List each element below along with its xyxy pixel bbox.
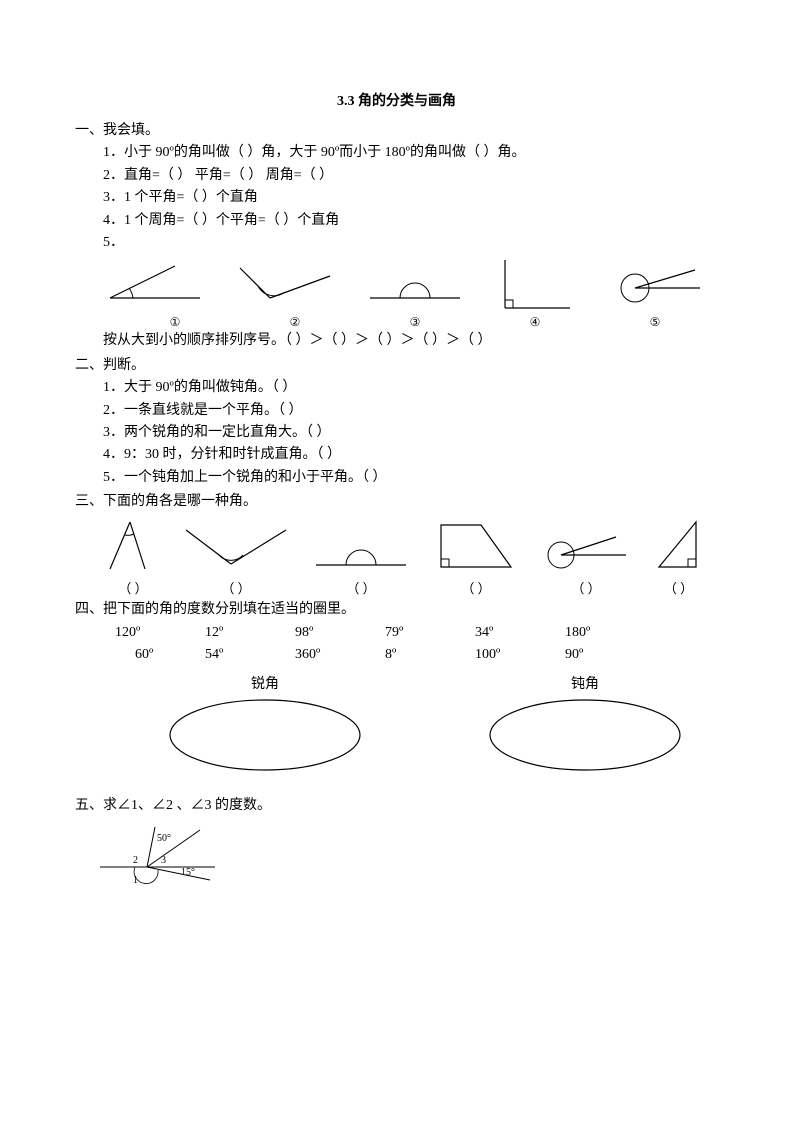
s1-q5: 5． (75, 232, 718, 254)
s3-fig-4: （ ） (431, 517, 521, 597)
s1-q1: 1．小于 90º的角叫做（ ）角，大于 90º而小于 180º的角叫做（ ）角。 (75, 142, 718, 164)
s4-r1c1: 120º (115, 622, 205, 644)
s5-figure: 50° 2 3 15° 1 (95, 825, 718, 900)
s4-grid: 120º 12º 98º 79º 34º 180º 60º 54º 360º 8… (115, 622, 718, 667)
angle-fig-2 (235, 258, 335, 313)
angle-obtuse-icon (235, 258, 335, 303)
s1-q3: 3．1 个平角=（ ）个直角 (75, 187, 718, 209)
s2-q1: 1．大于 90º的角叫做钝角。（ ） (75, 377, 718, 399)
section-4: 四、把下面的角的度数分别填在适当的圈里。 120º 12º 98º 79º 34… (75, 599, 718, 774)
label-5: ⑤ (595, 315, 715, 330)
angle-fig-3 (365, 258, 465, 313)
s2-q5: 5．一个钝角加上一个锐角的和小于平角。（ ） (75, 467, 718, 489)
angle-fig-5 (605, 258, 705, 313)
s3-fig-1: （ ） (105, 517, 161, 597)
lbl-50: 50° (157, 833, 171, 844)
s3-fig-3: （ ） (311, 527, 411, 597)
s2-q4: 4．9：30 时，分针和时针成直角。（ ） (75, 444, 718, 466)
section-5: 五、求∠1、∠2 、∠3 的度数。 50° 2 3 15° 1 (75, 795, 718, 900)
lbl-2: 2 (133, 855, 138, 866)
oval-obtuse-group: 钝角 (485, 673, 685, 775)
s3-fig-5: （ ） (541, 527, 631, 597)
lbl-3: 3 (161, 855, 166, 866)
section-3: 三、下面的角各是哪一种角。 （ ） （ ） (75, 491, 718, 597)
s4-r1c3: 98º (295, 622, 385, 644)
s3-figs-row: （ ） （ ） （ ） (105, 517, 718, 597)
s1-angles-row (105, 258, 718, 313)
angle-full-icon (605, 258, 705, 313)
s4-r2c2: 54º (205, 644, 295, 666)
s3-fig-2: （ ） (181, 522, 291, 597)
s3-blank-3: （ ） (346, 578, 375, 597)
s4-r1c2: 12º (205, 622, 295, 644)
label-2: ② (235, 315, 355, 330)
s3-blank-5: （ ） (571, 578, 600, 597)
s2-q2: 2．一条直线就是一个平角。（ ） (75, 400, 718, 422)
s5-heading: 五、求∠1、∠2 、∠3 的度数。 (75, 795, 718, 817)
label-acute: 锐角 (251, 673, 279, 693)
angle-straight-icon (365, 258, 465, 303)
label-3: ③ (355, 315, 475, 330)
oval-acute-icon (165, 695, 365, 775)
s2-q3: 3．两个锐角的和一定比直角大。（ ） (75, 422, 718, 444)
label-1: ① (115, 315, 235, 330)
angle-right-icon (495, 258, 575, 313)
angles-diagram-icon: 50° 2 3 15° 1 (95, 825, 225, 900)
s4-r1c6: 180º (565, 622, 655, 644)
s1-q2: 2．直角=（ ） 平角=（ ） 周角=（ ） (75, 165, 718, 187)
s1-labels-row: ① ② ③ ④ ⑤ (115, 315, 718, 330)
s4-r2c5: 100º (475, 644, 565, 666)
s4-r2c1: 60º (115, 644, 205, 666)
s1-heading: 一、我会填。 (75, 120, 718, 142)
s1-q4: 4．1 个周角=（ ）个平角=（ ）个直角 (75, 210, 718, 232)
s3-heading: 三、下面的角各是哪一种角。 (75, 491, 718, 513)
angle-fig-1 (105, 258, 205, 313)
page-title: 3.3 角的分类与画角 (75, 90, 718, 110)
s3-blank-4: （ ） (461, 578, 490, 597)
s4-r2c3: 360º (295, 644, 385, 666)
s4-ovals: 锐角 钝角 (165, 673, 718, 775)
s4-r2c6: 90º (565, 644, 655, 666)
s4-r1c5: 34º (475, 622, 565, 644)
right-tri-icon (651, 517, 706, 572)
oval-obtuse-icon (485, 695, 685, 775)
obtuse-down-icon (181, 522, 291, 572)
s3-fig-6: （ ） (651, 517, 706, 597)
oval-acute-group: 锐角 (165, 673, 365, 775)
angle-acute-icon (105, 258, 205, 303)
s4-heading: 四、把下面的角的度数分别填在适当的圈里。 (75, 599, 718, 621)
label-4: ④ (475, 315, 595, 330)
section-1: 一、我会填。 1．小于 90º的角叫做（ ）角，大于 90º而小于 180º的角… (75, 120, 718, 353)
label-obtuse: 钝角 (571, 673, 599, 693)
acute-narrow-icon (105, 517, 161, 572)
full-circle-icon (541, 527, 631, 572)
s3-blank-2: （ ） (221, 578, 250, 597)
s3-blank-6: （ ） (664, 578, 693, 597)
s1-q5b: 按从大到小的顺序排列序号。（ ）＞（ ）＞（ ）＞（ ）＞（ ） (75, 330, 718, 352)
s4-r2c4: 8º (385, 644, 475, 666)
lbl-1: 1 (133, 875, 138, 886)
lbl-15: 15° (181, 867, 195, 878)
straight-icon (311, 527, 411, 572)
section-2: 二、判断。 1．大于 90º的角叫做钝角。（ ） 2．一条直线就是一个平角。（ … (75, 355, 718, 489)
s3-blank-1: （ ） (118, 578, 147, 597)
s4-r1c4: 79º (385, 622, 475, 644)
worksheet-page: 3.3 角的分类与画角 一、我会填。 1．小于 90º的角叫做（ ）角，大于 9… (0, 0, 793, 940)
trapezoid-right-icon (431, 517, 521, 572)
s2-heading: 二、判断。 (75, 355, 718, 377)
angle-fig-4 (495, 258, 575, 313)
